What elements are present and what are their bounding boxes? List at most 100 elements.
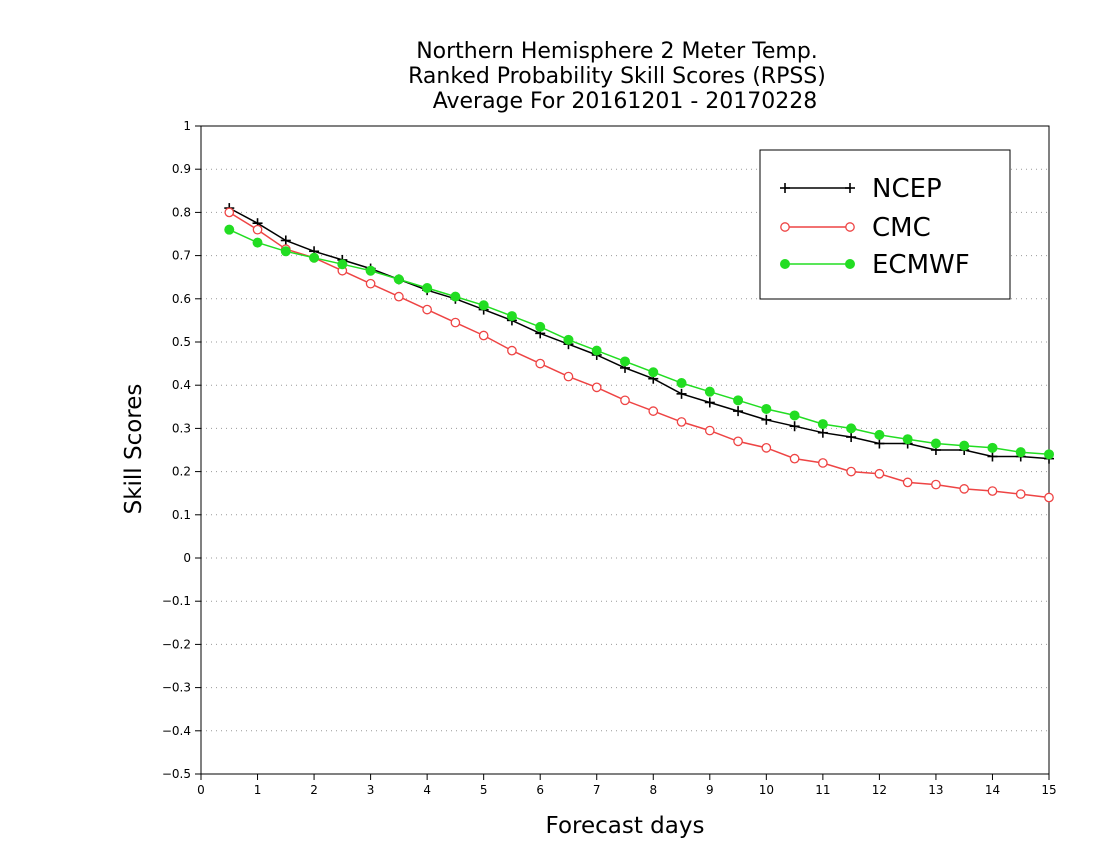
legend-items: NCEP CMC ECMWF [780, 174, 970, 280]
x-tick-label: 3 [367, 783, 375, 797]
y-tick-label: 0.4 [172, 378, 191, 392]
x-tick-label: 1 [254, 783, 262, 797]
x-tick-label: 2 [310, 783, 318, 797]
data-point-cmc [535, 358, 546, 369]
data-point-ecmwf [902, 434, 913, 445]
data-point-ecmwf [393, 274, 404, 285]
legend-marker-ncep [845, 183, 855, 193]
data-point-ncep [846, 432, 857, 443]
x-tick-label: 12 [872, 783, 887, 797]
y-tick-label: −0.5 [162, 767, 191, 781]
data-point-ncep [761, 414, 772, 425]
data-point-ecmwf [761, 403, 772, 414]
data-point-ecmwf [224, 224, 235, 235]
data-point-ecmwf [591, 345, 602, 356]
y-tick-label: 0.6 [172, 292, 191, 306]
y-axis: 1 0.9 0.8 0.7 0.6 0.5 0.4 0.3 0.2 0.1 0 −0.1 −0.2 −0.… [162, 119, 201, 781]
data-point-cmc [252, 224, 263, 235]
data-point-cmc [1015, 489, 1026, 499]
x-tick-label: 4 [423, 783, 431, 797]
data-point-ecmwf [874, 429, 885, 440]
data-point-ecmwf [817, 419, 828, 430]
data-point-cmc [478, 330, 489, 341]
data-point-cmc [591, 382, 602, 393]
data-point-ncep [704, 397, 715, 408]
legend: NCEP CMC ECMWF [759, 149, 1011, 300]
data-point-ecmwf [478, 300, 489, 311]
y-tick-label: −0.3 [162, 681, 191, 695]
x-tick-label: 14 [985, 783, 1000, 797]
data-point-ecmwf [1044, 449, 1054, 460]
series-layer [224, 203, 1054, 503]
data-point-ecmwf [422, 283, 433, 293]
y-tick-label: 0.5 [172, 335, 191, 349]
data-point-ecmwf [563, 334, 574, 345]
data-point-ncep [789, 421, 800, 432]
data-point-ncep [987, 451, 998, 462]
data-point-cmc [507, 345, 517, 356]
data-point-ecmwf [1015, 447, 1026, 458]
y-tick-label: 0.1 [172, 508, 191, 522]
y-tick-label: 0.9 [172, 162, 191, 176]
data-point-ncep [817, 427, 828, 438]
data-point-ecmwf [365, 265, 376, 276]
legend-label-ecmwf: ECMWF [872, 250, 970, 280]
y-tick-label: 1 [183, 119, 191, 133]
data-point-ncep [280, 235, 291, 246]
data-point-ecmwf [704, 386, 715, 397]
data-point-cmc [931, 479, 941, 490]
chart-title: Northern Hemisphere 2 Meter Temp. Ranked… [408, 39, 826, 114]
data-point-cmc [846, 466, 856, 477]
legend-item-cmc: CMC [780, 213, 931, 243]
data-point-ecmwf [280, 246, 291, 257]
data-point-cmc [676, 417, 687, 427]
data-point-ecmwf [846, 423, 857, 434]
x-axis-label: Forecast days [546, 813, 705, 839]
x-tick-label: 11 [815, 783, 830, 797]
x-tick-label: 7 [593, 783, 601, 797]
data-point-cmc [450, 317, 461, 328]
series-ecmwf [224, 224, 1054, 460]
data-point-ecmwf [535, 321, 546, 332]
legend-marker-cmc [780, 222, 790, 232]
data-point-cmc [224, 207, 235, 218]
legend-marker-ecmwf [780, 259, 790, 269]
data-point-ecmwf [620, 356, 630, 367]
data-point-ecmwf [733, 395, 744, 406]
data-point-ecmwf [676, 378, 687, 389]
data-point-cmc [620, 395, 630, 406]
x-tick-label: 15 [1041, 783, 1056, 797]
data-point-ecmwf [959, 440, 970, 451]
data-point-cmc [902, 477, 913, 488]
y-tick-label: 0.2 [172, 465, 191, 479]
x-tick-label: 0 [197, 783, 205, 797]
y-tick-label: −0.2 [162, 637, 191, 651]
series-line-ncep [228, 207, 1050, 460]
data-point-cmc [422, 304, 432, 315]
y-tick-label: 0 [183, 551, 191, 565]
data-point-cmc [394, 291, 404, 302]
y-tick-label: 0.8 [172, 205, 191, 219]
x-tick-label: 13 [928, 783, 943, 797]
legend-box [759, 149, 1011, 300]
y-tick-label: 0.7 [172, 249, 191, 263]
data-point-cmc [959, 484, 970, 494]
y-tick-label: −0.1 [162, 594, 191, 608]
chart-title-line-3: Average For 20161201 - 20170228 [433, 89, 818, 114]
data-point-cmc [789, 453, 800, 464]
data-point-cmc [733, 436, 743, 447]
chart-title-line-2: Ranked Probability Skill Scores (RPSS) [408, 64, 826, 89]
data-point-ecmwf [450, 291, 461, 302]
data-point-ecmwf [789, 410, 800, 421]
series-cmc [224, 207, 1054, 503]
data-point-ecmwf [648, 367, 659, 378]
data-point-cmc [704, 425, 715, 436]
data-point-cmc [648, 406, 659, 416]
data-point-cmc [818, 458, 828, 468]
legend-marker-ncep [780, 183, 790, 193]
data-point-ecmwf [309, 252, 320, 263]
x-tick-label: 6 [536, 783, 544, 797]
x-tick-label: 10 [759, 783, 774, 797]
y-tick-label: −0.4 [162, 724, 191, 738]
y-tick-label: 0.3 [172, 421, 191, 435]
